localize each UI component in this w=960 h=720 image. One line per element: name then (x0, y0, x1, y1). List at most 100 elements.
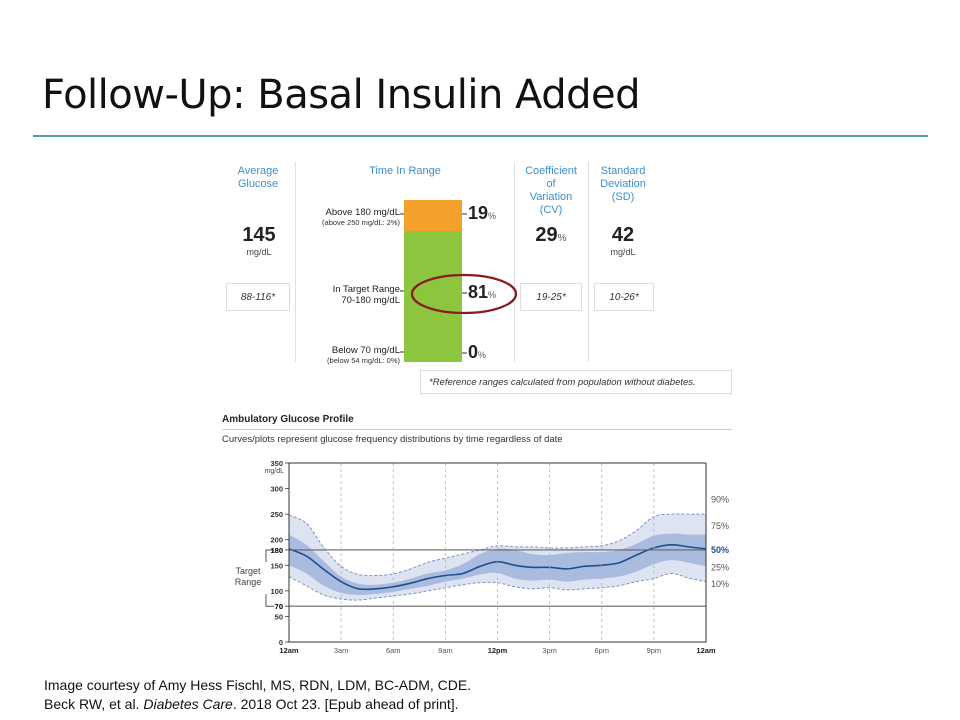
tir-above-label: Above 180 mg/dL (above 250 mg/dL: 2%) (300, 207, 400, 227)
tir-target-number: 81 (468, 282, 489, 302)
tir-below-label: Below 70 mg/dL (below 54 mg/dL: 0%) (300, 345, 400, 365)
y-tick-label-70: 70 (275, 602, 283, 611)
separator-2 (514, 162, 515, 362)
target-tick-label-70: 70 (275, 602, 283, 611)
tir-target-pct: 81% (468, 282, 496, 303)
y-tick-label-150: 150 (270, 561, 283, 570)
avg-glucose-header: Average Glucose (222, 165, 294, 191)
target-range-bracket (265, 549, 274, 607)
x-tick-label-1: 3am (334, 646, 349, 655)
tir-below-pct-sign: % (478, 350, 487, 360)
tir-header: Time In Range (369, 165, 441, 177)
title-divider (33, 135, 928, 137)
sd-header-line3: (SD) (611, 191, 635, 203)
separator-1 (295, 162, 296, 362)
agp-subtitle: Curves/plots represent glucose frequency… (222, 434, 563, 445)
credit-authors: Beck RW, et al. (44, 696, 144, 712)
avg-glucose-value: 145 (242, 224, 276, 246)
x-tick-label-7: 9pm (647, 646, 662, 655)
tir-bar-above (404, 200, 462, 231)
tir-below-pct: 0% (468, 342, 486, 363)
agp-axes (265, 462, 707, 643)
series-line-90 (288, 513, 706, 577)
tir-bar (404, 200, 462, 362)
y-tick-label-250: 250 (270, 510, 283, 519)
y-tick-label-300: 300 (270, 485, 283, 494)
percentile-label-25: 25% (711, 562, 729, 572)
cv-header-line1: Coefficient (525, 165, 577, 177)
agp-title-rule (222, 429, 732, 430)
tir-above-pct: 19% (468, 203, 496, 224)
x-tick-label-5: 3pm (542, 646, 557, 655)
cv-value: 29% (514, 224, 588, 247)
cv-pct-sign: % (557, 233, 567, 244)
credit-line-1: Image courtesy of Amy Hess Fischl, MS, R… (44, 677, 472, 693)
tir-bar-target (404, 230, 462, 362)
tir-target-highlight-ellipse (410, 273, 518, 315)
tir-target-label: In Target Range 70-180 mg/dL (300, 284, 400, 306)
plot-frame (288, 462, 707, 643)
x-tick-label-0: 12am (279, 646, 299, 655)
avg-glucose-header-line1: Average (237, 165, 279, 177)
credit-date: . 2018 Oct 23. [Epub ahead of print]. (232, 696, 459, 712)
tir-above-label-sub: (above 250 mg/dL: 2%) (322, 218, 400, 227)
avg-glucose-ref: 88-116* (226, 283, 290, 311)
sd-unit: mg/dL (610, 247, 636, 257)
reference-footnote: *Reference ranges calculated from popula… (420, 370, 732, 394)
target-range-label-line1: Target (235, 566, 261, 576)
sd-header-line1: Standard (600, 165, 646, 177)
agp-grid (289, 463, 706, 642)
percentile-label-50: 50% (711, 545, 729, 555)
agp-title: Ambulatory Glucose Profile (222, 414, 354, 425)
y-tick-label-200: 200 (270, 536, 283, 545)
tir-target-label-sub: 70-180 mg/dL (341, 295, 400, 306)
y-tick-label-0: 0 (279, 638, 283, 647)
y-tick-label-350: 350 (270, 459, 283, 468)
x-tick-label-2: 6am (386, 646, 401, 655)
x-tick-label-8: 12am (696, 646, 716, 655)
sd-ref: 10-26* (594, 283, 654, 311)
percentile-label-10: 10% (711, 579, 729, 589)
tir-above-pct-sign: % (488, 211, 497, 221)
tir-target-label-main: In Target Range (332, 284, 400, 295)
credit-journal: Diabetes Care (143, 696, 233, 712)
cv-header-line2: of (546, 178, 556, 190)
sd-value: 42 (611, 224, 635, 246)
y-tick-label-50: 50 (275, 612, 283, 621)
cv-header-line4: (CV) (539, 204, 563, 216)
cv-header-line3: Variation (529, 191, 573, 203)
tir-below-number: 0 (468, 342, 479, 362)
band-25-75 (289, 533, 706, 595)
avg-glucose-unit: mg/dL (246, 247, 272, 257)
percentile-label-90: 90% (711, 494, 729, 504)
tir-above-number: 19 (468, 203, 489, 223)
target-range-label-line2: Range (234, 577, 262, 587)
agp-bands (288, 513, 707, 601)
percentile-label-75: 75% (711, 521, 729, 531)
x-tick-label-3: 9am (438, 646, 453, 655)
y-axis-unit: mg/dL (265, 468, 285, 475)
sd-header: Standard Deviation (SD) (588, 165, 658, 204)
target-range-label: Target Range (230, 566, 266, 588)
y-tick-label-100: 100 (270, 587, 283, 596)
cv-ref: 19-25* (520, 283, 582, 311)
series-line-10 (288, 572, 707, 601)
slide-title: Follow-Up: Basal Insulin Added (42, 72, 640, 118)
tir-below-label-main: Below 70 mg/dL (331, 345, 400, 356)
y-tick-label-180: 180 (270, 546, 283, 555)
tir-above-label-main: Above 180 mg/dL (325, 207, 400, 218)
separator-3 (588, 162, 589, 362)
credit-line-2: Beck RW, et al. Diabetes Care. 2018 Oct … (44, 695, 471, 714)
sd-header-line2: Deviation (600, 178, 646, 190)
target-tick-label-180: 180 (270, 546, 283, 555)
x-tick-label-6: 6pm (594, 646, 609, 655)
tir-target-pct-sign: % (488, 290, 497, 300)
cv-number: 29 (535, 224, 558, 246)
credits: Image courtesy of Amy Hess Fischl, MS, R… (44, 676, 471, 714)
cv-header: Coefficient of Variation (CV) (514, 165, 588, 217)
avg-glucose-header-line2: Glucose (237, 178, 279, 190)
tir-below-label-sub: (below 54 mg/dL: 0%) (327, 356, 400, 365)
